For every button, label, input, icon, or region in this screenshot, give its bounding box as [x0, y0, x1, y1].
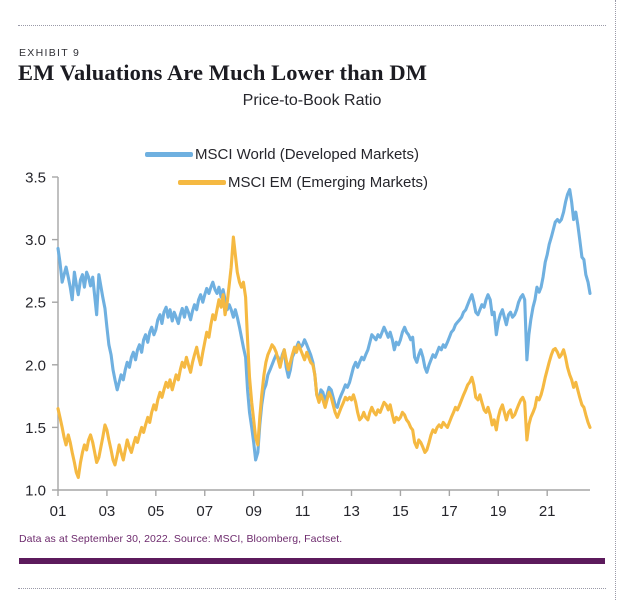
x-tick-label: 21 — [539, 503, 556, 520]
y-tick-label: 1.5 — [25, 420, 46, 437]
legend-swatch-world — [145, 151, 193, 157]
legend-item-world: MSCI World (Developed Markets) — [145, 140, 475, 168]
x-tick-label: 03 — [99, 503, 116, 520]
x-tick-label: 07 — [196, 503, 213, 520]
exhibit-label: EXHIBIT 9 — [19, 47, 81, 59]
chart-subtitle: Price-to-Book Ratio — [242, 92, 382, 109]
x-tick-label: 09 — [245, 503, 262, 520]
source-footnote: Data as at September 30, 2022. Source: M… — [19, 533, 343, 545]
x-tick-label: 11 — [295, 503, 311, 520]
accent-bar — [19, 558, 605, 564]
legend-swatch-em — [178, 179, 226, 185]
x-tick-label: 19 — [490, 503, 507, 520]
chart-legend: MSCI World (Developed Markets) MSCI EM (… — [145, 140, 475, 196]
y-tick-label: 1.0 — [25, 483, 46, 500]
bottom-dotted-divider — [18, 588, 606, 589]
series-line-world — [56, 187, 592, 462]
x-tick-label: 05 — [147, 503, 164, 520]
series-line-em — [56, 235, 592, 480]
x-tick-label: 15 — [392, 503, 409, 520]
x-tick-label: 17 — [441, 503, 458, 520]
y-tick-label: 3.5 — [25, 170, 46, 187]
legend-label-em: MSCI EM (Emerging Markets) — [228, 173, 429, 191]
x-tick-label: 01 — [50, 503, 67, 520]
legend-label-world: MSCI World (Developed Markets) — [195, 145, 419, 163]
page-title: EM Valuations Are Much Lower than DM — [18, 60, 428, 85]
x-tick-label: 13 — [343, 503, 360, 520]
right-dotted-divider — [615, 0, 616, 600]
y-tick-label: 2.0 — [25, 357, 46, 374]
legend-item-em: MSCI EM (Emerging Markets) — [145, 168, 475, 196]
top-dotted-divider — [18, 25, 606, 26]
y-tick-label: 3.0 — [25, 232, 46, 249]
y-tick-label: 2.5 — [25, 295, 46, 312]
